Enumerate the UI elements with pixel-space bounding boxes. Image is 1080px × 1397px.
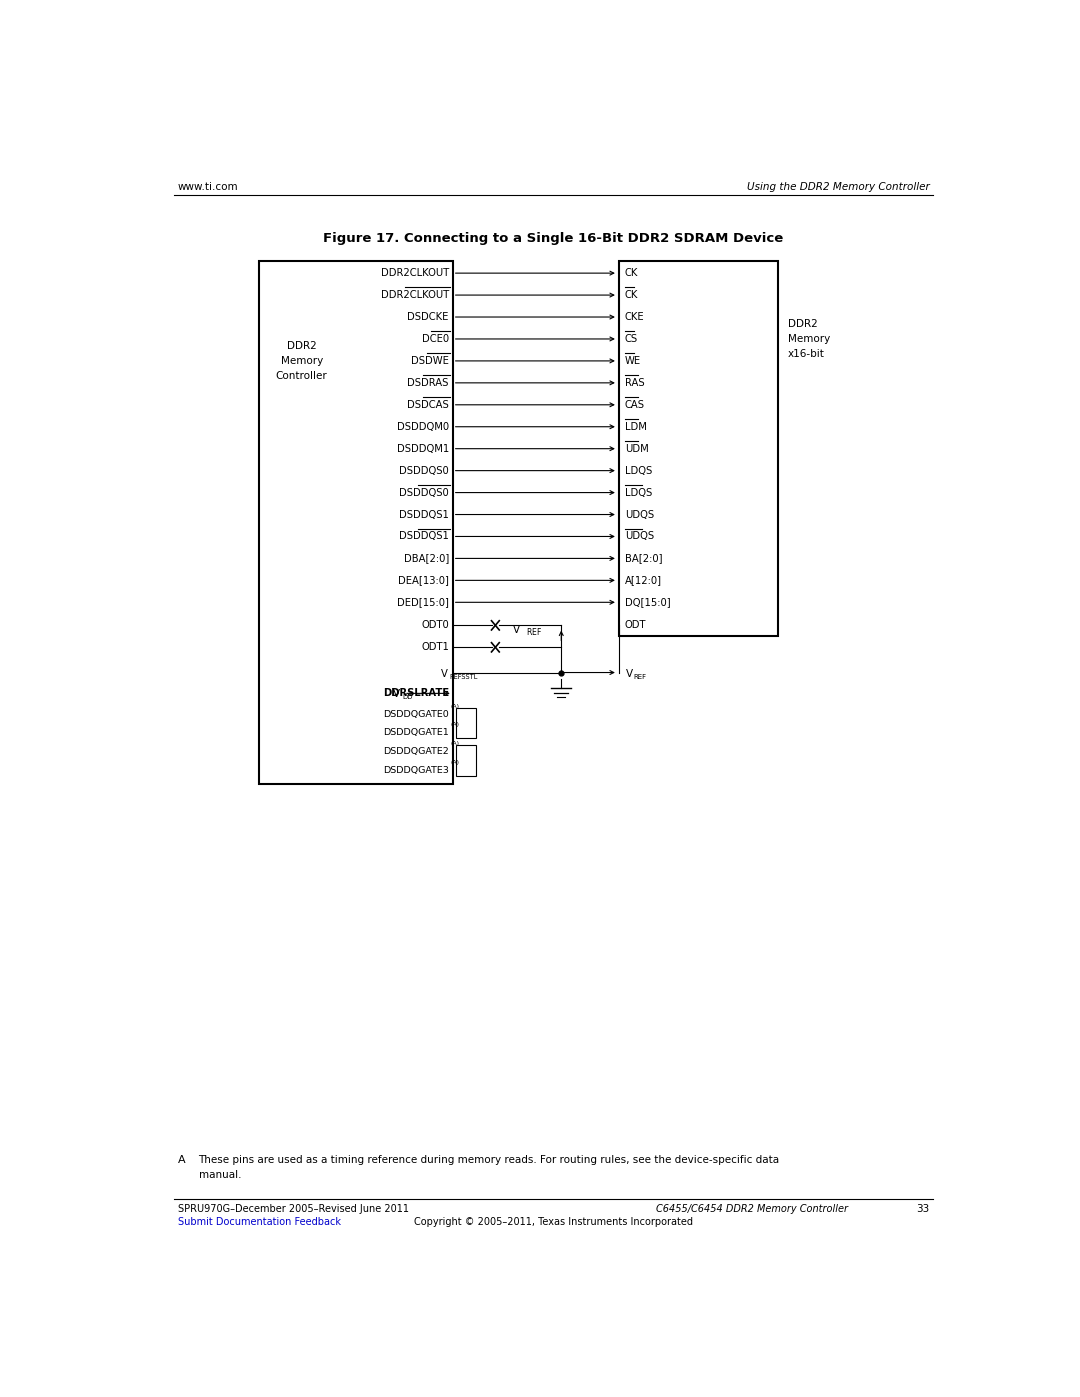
Text: UDQS: UDQS (625, 531, 653, 542)
Text: WE: WE (625, 356, 640, 366)
Text: (A): (A) (450, 704, 459, 708)
Text: Figure 17. Connecting to a Single 16-Bit DDR2 SDRAM Device: Figure 17. Connecting to a Single 16-Bit… (323, 232, 784, 244)
Text: DEA[13:0]: DEA[13:0] (399, 576, 449, 585)
Text: ODT0: ODT0 (421, 620, 449, 630)
Text: DQ[15:0]: DQ[15:0] (625, 598, 671, 608)
Bar (456, 708, 476, 739)
Text: Submit Documentation Feedback: Submit Documentation Feedback (177, 1217, 340, 1227)
Text: UDQS: UDQS (625, 510, 653, 520)
Text: UDM: UDM (625, 444, 649, 454)
Text: $\mathregular{V}$: $\mathregular{V}$ (625, 666, 634, 679)
Text: DDRSLRATE: DDRSLRATE (382, 689, 449, 698)
Text: DSDDQM0: DSDDQM0 (396, 422, 449, 432)
Text: DSDDQGATE1: DSDDQGATE1 (383, 728, 449, 738)
Text: DDR2CLKOUT: DDR2CLKOUT (380, 268, 449, 278)
Text: DSDDQGATE3: DSDDQGATE3 (383, 766, 449, 775)
Text: LDM: LDM (625, 422, 647, 432)
Text: DSDDQS1: DSDDQS1 (399, 510, 449, 520)
Bar (259, 261, 453, 785)
Text: LDQS: LDQS (625, 465, 652, 475)
Text: www.ti.com: www.ti.com (177, 182, 239, 191)
Text: $\mathregular{V}$: $\mathregular{V}$ (392, 687, 401, 700)
Text: DDR2
Memory
x16-bit: DDR2 Memory x16-bit (787, 319, 829, 359)
Text: REFSSTL: REFSSTL (449, 673, 478, 680)
Text: $\mathregular{V}$: $\mathregular{V}$ (512, 623, 522, 634)
Text: DSDRAS: DSDRAS (407, 377, 449, 388)
Text: ODT1: ODT1 (421, 643, 449, 652)
Text: CKE: CKE (625, 312, 645, 323)
Text: DDR2
Memory
Controller: DDR2 Memory Controller (275, 341, 327, 381)
Text: BA[2:0]: BA[2:0] (625, 553, 662, 563)
Text: CK: CK (625, 268, 638, 278)
Text: A: A (177, 1155, 186, 1165)
Text: DSDDQS1: DSDDQS1 (399, 531, 449, 542)
Text: DED[15:0]: DED[15:0] (397, 598, 449, 608)
Text: These pins are used as a timing reference during memory reads. For routing rules: These pins are used as a timing referenc… (199, 1155, 780, 1179)
Text: Copyright © 2005–2011, Texas Instruments Incorporated: Copyright © 2005–2011, Texas Instruments… (414, 1217, 693, 1227)
Text: ODT: ODT (625, 620, 646, 630)
Bar (456, 745, 476, 775)
Text: DSDDQM1: DSDDQM1 (396, 444, 449, 454)
Text: DSDDQS0: DSDDQS0 (400, 488, 449, 497)
Bar (619, 261, 779, 636)
Text: DCE0: DCE0 (422, 334, 449, 344)
Text: REF: REF (634, 673, 647, 680)
Text: DSDCKE: DSDCKE (407, 312, 449, 323)
Text: 33: 33 (916, 1204, 930, 1214)
Text: DSDDQGATE0: DSDDQGATE0 (383, 710, 449, 718)
Text: $\mathregular{REF}$: $\mathregular{REF}$ (526, 626, 542, 637)
Text: (A): (A) (450, 760, 459, 764)
Text: (A): (A) (450, 740, 459, 746)
Text: LDQS: LDQS (625, 488, 652, 497)
Text: C6455/C6454 DDR2 Memory Controller: C6455/C6454 DDR2 Memory Controller (656, 1204, 848, 1214)
Text: DSDDQS0: DSDDQS0 (400, 465, 449, 475)
Text: $\mathregular{V}$: $\mathregular{V}$ (441, 666, 449, 679)
Text: DSDDQGATE2: DSDDQGATE2 (383, 747, 449, 756)
Text: RAS: RAS (625, 377, 645, 388)
Text: Using the DDR2 Memory Controller: Using the DDR2 Memory Controller (746, 182, 930, 191)
Text: DBA[2:0]: DBA[2:0] (404, 553, 449, 563)
Text: SPRU970G–December 2005–Revised June 2011: SPRU970G–December 2005–Revised June 2011 (177, 1204, 408, 1214)
Text: (A): (A) (450, 722, 459, 728)
Text: DSDCAS: DSDCAS (407, 400, 449, 409)
Text: DSDWE: DSDWE (411, 356, 449, 366)
Text: CAS: CAS (625, 400, 645, 409)
Text: CK: CK (625, 291, 638, 300)
Text: DDR2CLKOUT: DDR2CLKOUT (380, 291, 449, 300)
Text: A[12:0]: A[12:0] (625, 576, 662, 585)
Text: CS: CS (625, 334, 638, 344)
Text: DD: DD (403, 694, 414, 700)
